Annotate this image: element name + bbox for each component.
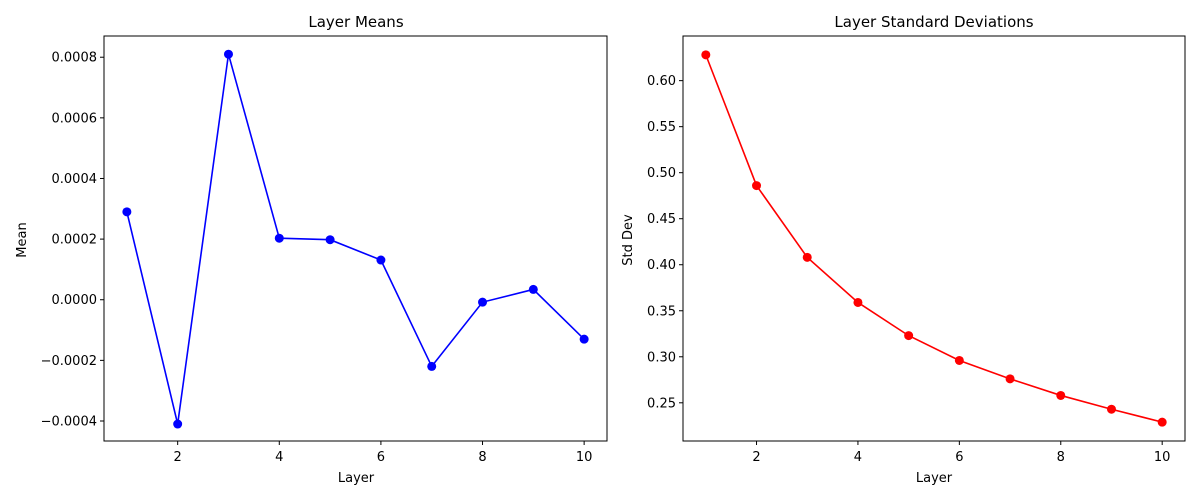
y-tick-label: 0.35 — [647, 304, 676, 319]
plot-frame — [103, 35, 608, 442]
chart-title: Layer Means — [308, 13, 403, 31]
chart-title: Layer Standard Deviations — [834, 13, 1033, 31]
y-tick-label: 0.50 — [647, 166, 676, 181]
y-tick-label: 0.60 — [647, 74, 676, 89]
y-tick-label: 0.30 — [647, 350, 676, 365]
y-axis-label: Mean — [15, 222, 30, 257]
y-tick-label: 0.0002 — [52, 233, 98, 248]
data-point — [752, 181, 762, 191]
data-point — [1056, 390, 1066, 400]
data-point — [701, 50, 711, 60]
x-tick-label: 8 — [1057, 450, 1065, 465]
x-axis-label: Layer — [338, 471, 375, 486]
plot-frame — [682, 35, 1186, 442]
data-point — [579, 334, 589, 344]
chart-layer-means: Layer Means Layer Mean 2 4 6 8 10 −0.0004 −0.0… — [15, 13, 608, 486]
data-point — [122, 207, 132, 217]
data-point — [1005, 374, 1015, 384]
data-point — [274, 233, 284, 243]
x-tick-label: 4 — [275, 450, 283, 465]
data-point — [904, 331, 914, 341]
series-line — [126, 53, 585, 425]
x-tick-label: 8 — [478, 450, 486, 465]
data-point — [376, 255, 386, 265]
x-tick-label: 6 — [955, 450, 963, 465]
y-tick-label: −0.0002 — [41, 354, 97, 369]
y-tick-label: 0.25 — [647, 396, 676, 411]
x-axis-label: Layer — [916, 471, 953, 486]
x-tick-label: 2 — [174, 450, 182, 465]
data-point — [325, 235, 335, 245]
y-tick-label: −0.0004 — [41, 414, 97, 429]
data-point — [954, 355, 964, 365]
y-tick-label: 0.0006 — [52, 111, 98, 126]
data-point — [1106, 404, 1116, 414]
data-point — [528, 284, 538, 294]
x-tick-label: 4 — [854, 450, 862, 465]
x-tick-label: 10 — [576, 450, 593, 465]
y-axis-label: Std Dev — [621, 214, 636, 266]
y-tick-label: 0.55 — [647, 120, 676, 135]
data-point — [427, 361, 437, 371]
x-tick-label: 6 — [377, 450, 385, 465]
series-line — [705, 54, 1163, 423]
data-point — [173, 419, 183, 429]
data-point — [802, 252, 812, 262]
data-point — [223, 49, 233, 59]
y-tick-label: 0.45 — [647, 212, 676, 227]
y-tick-label: 0.40 — [647, 258, 676, 273]
y-tick-label: 0.0004 — [52, 172, 98, 187]
chart-layer-std-devs: Layer Standard Deviations Layer Std Dev … — [621, 13, 1186, 486]
x-tick-label: 10 — [1154, 450, 1171, 465]
data-point — [1157, 417, 1167, 427]
x-tick-label: 2 — [752, 450, 760, 465]
data-point — [853, 297, 863, 307]
y-tick-label: 0.0008 — [52, 51, 98, 66]
y-tick-label: 0.0000 — [52, 293, 98, 308]
data-point — [478, 297, 488, 307]
